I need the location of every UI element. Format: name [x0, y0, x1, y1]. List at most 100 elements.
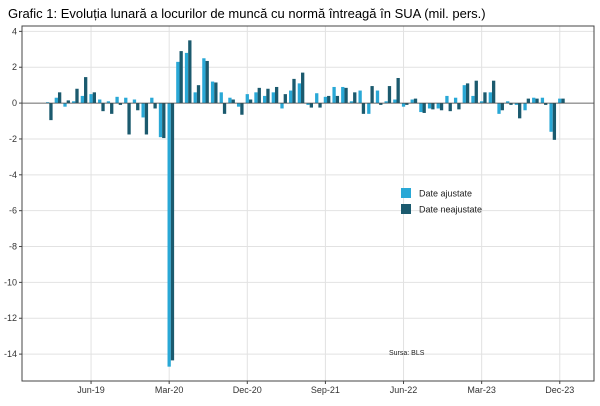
bar-adjusted — [141, 103, 145, 118]
bar-unadjusted — [387, 86, 392, 104]
bar-adjusted — [315, 93, 319, 104]
bar-adjusted — [401, 103, 406, 107]
bar-unadjusted — [179, 51, 183, 104]
bar-unadjusted — [509, 103, 513, 105]
source-note: Sursa: BLS — [389, 350, 425, 357]
bar-unadjusted — [49, 103, 53, 121]
bar-unadjusted — [483, 92, 487, 104]
bar-unadjusted — [248, 99, 253, 104]
bar-adjusted — [150, 97, 154, 104]
bar-adjusted — [367, 103, 371, 114]
bar-adjusted — [228, 97, 232, 104]
bar-adjusted — [471, 95, 475, 104]
y-tick-label: -8 — [9, 242, 17, 252]
bar-unadjusted — [101, 103, 105, 112]
bar-unadjusted — [266, 88, 270, 104]
bar-adjusted — [132, 99, 137, 104]
bar-adjusted — [306, 103, 310, 105]
bar-adjusted — [46, 102, 50, 104]
x-axis-ticks: Jun-19 Mar-20 Dec-20 Sep-21 Jun-22 Mar-23 Dec-… — [77, 381, 574, 395]
bar-adjusted — [523, 103, 527, 111]
bar-adjusted — [514, 103, 519, 105]
x-tick-label: Jun-22 — [390, 385, 418, 395]
bar-unadjusted — [344, 87, 348, 104]
bar-adjusted — [332, 86, 336, 104]
bar-adjusted — [462, 85, 466, 104]
bar-unadjusted — [283, 94, 287, 104]
chart-title: Grafic 1: Evoluția lunară a locurilor de… — [8, 6, 486, 21]
legend-swatch-adjusted — [401, 188, 411, 198]
bar-adjusted — [341, 86, 345, 104]
grid-lines — [22, 26, 594, 381]
x-tick-label: Dec-23 — [545, 385, 574, 395]
legend-label-adjusted: Date ajustate — [419, 189, 472, 199]
bars — [46, 40, 565, 367]
bar-unadjusted — [396, 77, 400, 104]
bar-adjusted — [480, 101, 484, 104]
bar-adjusted — [549, 103, 553, 132]
bar-unadjusted — [84, 77, 88, 104]
bar-unadjusted — [292, 78, 296, 104]
bar-adjusted — [410, 99, 414, 104]
bar-adjusted — [236, 103, 241, 107]
y-tick-label: -2 — [9, 134, 17, 144]
y-tick-label: -6 — [9, 206, 17, 216]
bar-unadjusted — [526, 98, 530, 104]
bar-adjusted — [115, 96, 119, 104]
bar-adjusted — [124, 97, 128, 104]
bar-unadjusted — [257, 87, 261, 104]
x-tick-label: Jun-19 — [77, 385, 105, 395]
y-axis-ticks: 4 2 0 -2 -4 -6 -8 -10 -12 -14 — [4, 26, 22, 359]
x-tick-label: Mar-20 — [155, 385, 184, 395]
bar-adjusted — [323, 96, 328, 104]
bar-adjusted — [540, 97, 545, 104]
bar-adjusted — [176, 61, 180, 104]
bar-adjusted — [497, 103, 501, 114]
bar-adjusted — [210, 81, 215, 104]
bar-unadjusted — [274, 86, 279, 104]
bar-adjusted — [245, 94, 249, 104]
bar-unadjusted — [413, 98, 418, 104]
bar-unadjusted — [196, 85, 201, 104]
bar-unadjusted — [431, 103, 435, 110]
bar-unadjusted — [405, 103, 409, 105]
y-tick-label: -14 — [4, 349, 17, 359]
bar-unadjusted — [448, 103, 452, 112]
y-tick-label: -10 — [4, 277, 17, 287]
bar-unadjusted — [335, 95, 340, 104]
bar-unadjusted — [370, 86, 374, 104]
bar-adjusted — [297, 83, 302, 104]
bar-unadjusted — [309, 103, 313, 108]
bar-adjusted — [98, 99, 102, 104]
bar-unadjusted — [188, 40, 192, 104]
bar-adjusted — [219, 92, 223, 104]
bar-unadjusted — [170, 103, 175, 361]
bar-unadjusted — [518, 103, 522, 119]
bar-adjusted — [254, 92, 258, 104]
bar-unadjusted — [544, 103, 548, 105]
bar-unadjusted — [318, 103, 322, 108]
bar-adjusted — [54, 97, 58, 104]
bar-unadjusted — [474, 80, 478, 104]
x-tick-label: Mar-23 — [467, 385, 496, 395]
plot-frame — [21, 25, 595, 382]
legend: Date ajustate Date neajustate — [401, 188, 482, 215]
bar-unadjusted — [57, 92, 62, 104]
bar-adjusted — [488, 92, 492, 104]
bar-unadjusted — [379, 103, 383, 105]
bar-adjusted — [106, 101, 111, 104]
bar-unadjusted — [327, 95, 331, 104]
bar-unadjusted — [439, 103, 444, 111]
bar-adjusted — [445, 95, 449, 104]
bar-unadjusted — [222, 103, 227, 114]
bar-unadjusted — [535, 98, 539, 104]
bar-unadjusted — [214, 82, 218, 104]
bar-adjusted — [384, 101, 388, 104]
bar-unadjusted — [457, 103, 461, 110]
bar-adjusted — [419, 103, 423, 113]
bar-adjusted — [263, 95, 267, 104]
bar-adjusted — [280, 103, 284, 109]
bar-adjusted — [72, 101, 76, 104]
bar-adjusted — [167, 103, 171, 367]
y-tick-label: 0 — [12, 98, 17, 108]
